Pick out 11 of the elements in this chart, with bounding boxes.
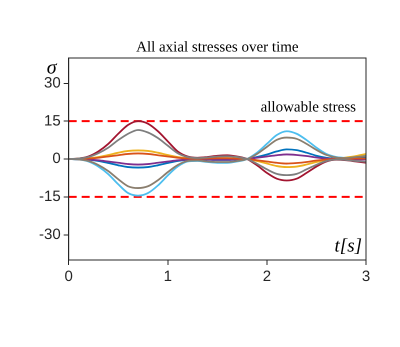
x-tick-label: 3 [362, 268, 370, 286]
y-tick-label: 15 [44, 112, 61, 130]
y-tick-label: 0 [52, 150, 61, 168]
y-tick-label: -15 [38, 188, 61, 206]
x-tick-label: 2 [262, 268, 272, 286]
x-tick-label: 1 [164, 268, 172, 286]
x-tick-label: 0 [64, 268, 73, 286]
y-tick-label: -30 [38, 226, 61, 243]
x-axis-title: t[s] [334, 236, 362, 256]
ref-line-label: allowable stress [260, 100, 356, 116]
chart-title: All axial stresses over time [136, 39, 299, 56]
